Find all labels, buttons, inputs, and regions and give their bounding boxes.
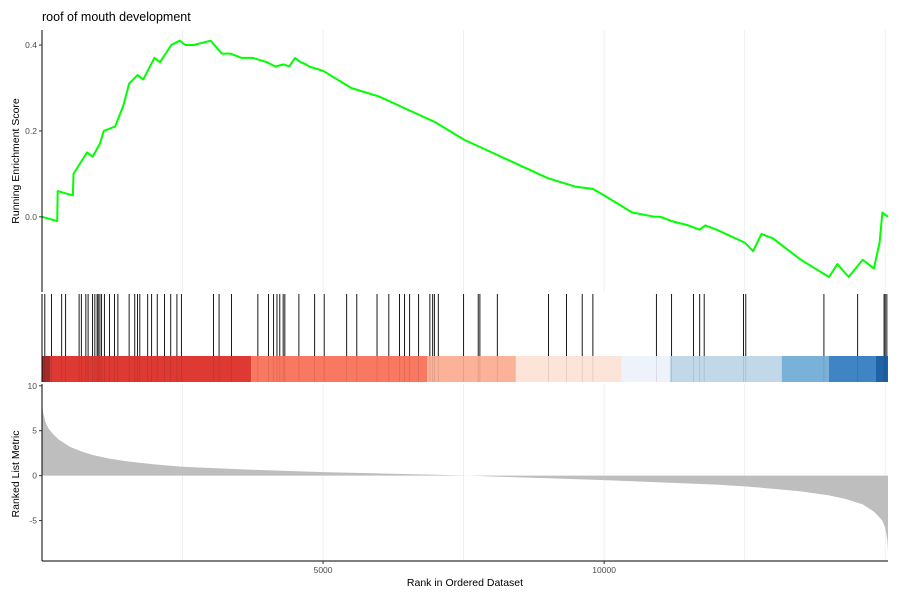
ranked-list-panel [42,403,888,553]
colorbar-block [781,356,829,382]
y-tick-label-es: 0.4 [25,40,37,50]
x-tick-label: 10000 [592,565,616,575]
colorbar-block [828,356,876,382]
colorbar-block [50,356,252,382]
colorbar-block [251,356,428,382]
y-tick-label-es: 0.2 [25,126,37,136]
enrichment-score-panel [41,39,889,278]
y-axis-label-enrichment-score: Running Enrichment Score [10,98,22,224]
x-tick-label: 5000 [314,565,333,575]
rank-colorbar-panel [42,356,888,382]
axes: 0.0 0.2 0.4 -5 0 5 10 5000 10000 [25,30,888,575]
enrichment-score-line [41,39,889,278]
colorbar-block [427,356,516,382]
y-tick-label-metric: -5 [29,516,37,526]
y-tick-label-metric: 0 [32,471,37,481]
y-axis-label-ranked-list-metric: Ranked List Metric [10,431,22,518]
y-tick-label-es: 0.0 [25,212,37,222]
ranked-metric-area [42,403,888,553]
gene-hits-panel [44,294,888,356]
colorbar-block [875,356,888,382]
chart-title: roof of mouth development [42,10,191,24]
colorbar-block [515,356,622,382]
colorbar-block [621,356,670,382]
y-tick-label-metric: 5 [32,426,37,436]
y-tick-label-metric: 10 [28,381,38,391]
colorbar-block [42,356,51,382]
x-axis-label: Rank in Ordered Dataset [407,577,523,589]
colorbar-block [669,356,782,382]
